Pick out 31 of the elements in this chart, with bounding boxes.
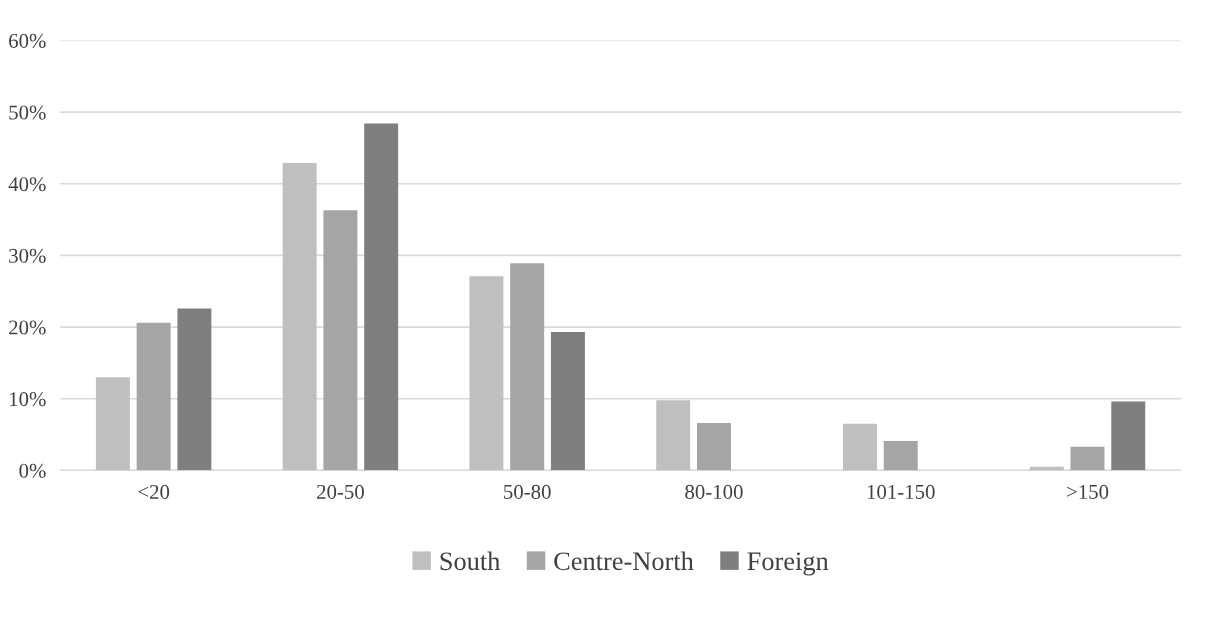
bar: [136, 322, 171, 471]
y-tick-label: 50%: [9, 105, 46, 120]
x-tick-label: 20-50: [317, 484, 364, 499]
bar: [696, 423, 731, 471]
y-tick-label: 40%: [8, 177, 46, 192]
legend-label: South: [440, 551, 501, 571]
legend-label: Centre-North: [554, 551, 694, 571]
bar: [656, 400, 691, 471]
bar: [177, 308, 212, 471]
bar: [550, 332, 585, 471]
x-tick-label: <20: [138, 484, 170, 499]
bar: [323, 210, 358, 471]
bar: [1111, 401, 1146, 471]
x-tick-label: >150: [1067, 484, 1109, 499]
bar: [364, 123, 399, 471]
bar: [510, 263, 545, 471]
y-tick-label: 10%: [10, 392, 46, 407]
x-tick-label: 50-80: [504, 484, 551, 499]
y-tick-label: 60%: [9, 33, 46, 48]
bar: [843, 423, 877, 471]
legend-label: Foreign: [747, 552, 829, 576]
y-tick-label: 30%: [9, 248, 46, 263]
bar: [469, 276, 504, 471]
bar: [1070, 446, 1105, 471]
bar: [883, 440, 918, 471]
bar: [95, 377, 130, 471]
x-tick-label: 101-150: [867, 484, 935, 499]
y-tick-label: 20%: [9, 320, 46, 335]
bar: [282, 163, 317, 471]
y-tick-label: 0%: [19, 463, 46, 478]
x-tick-label: 80-100: [685, 484, 743, 499]
